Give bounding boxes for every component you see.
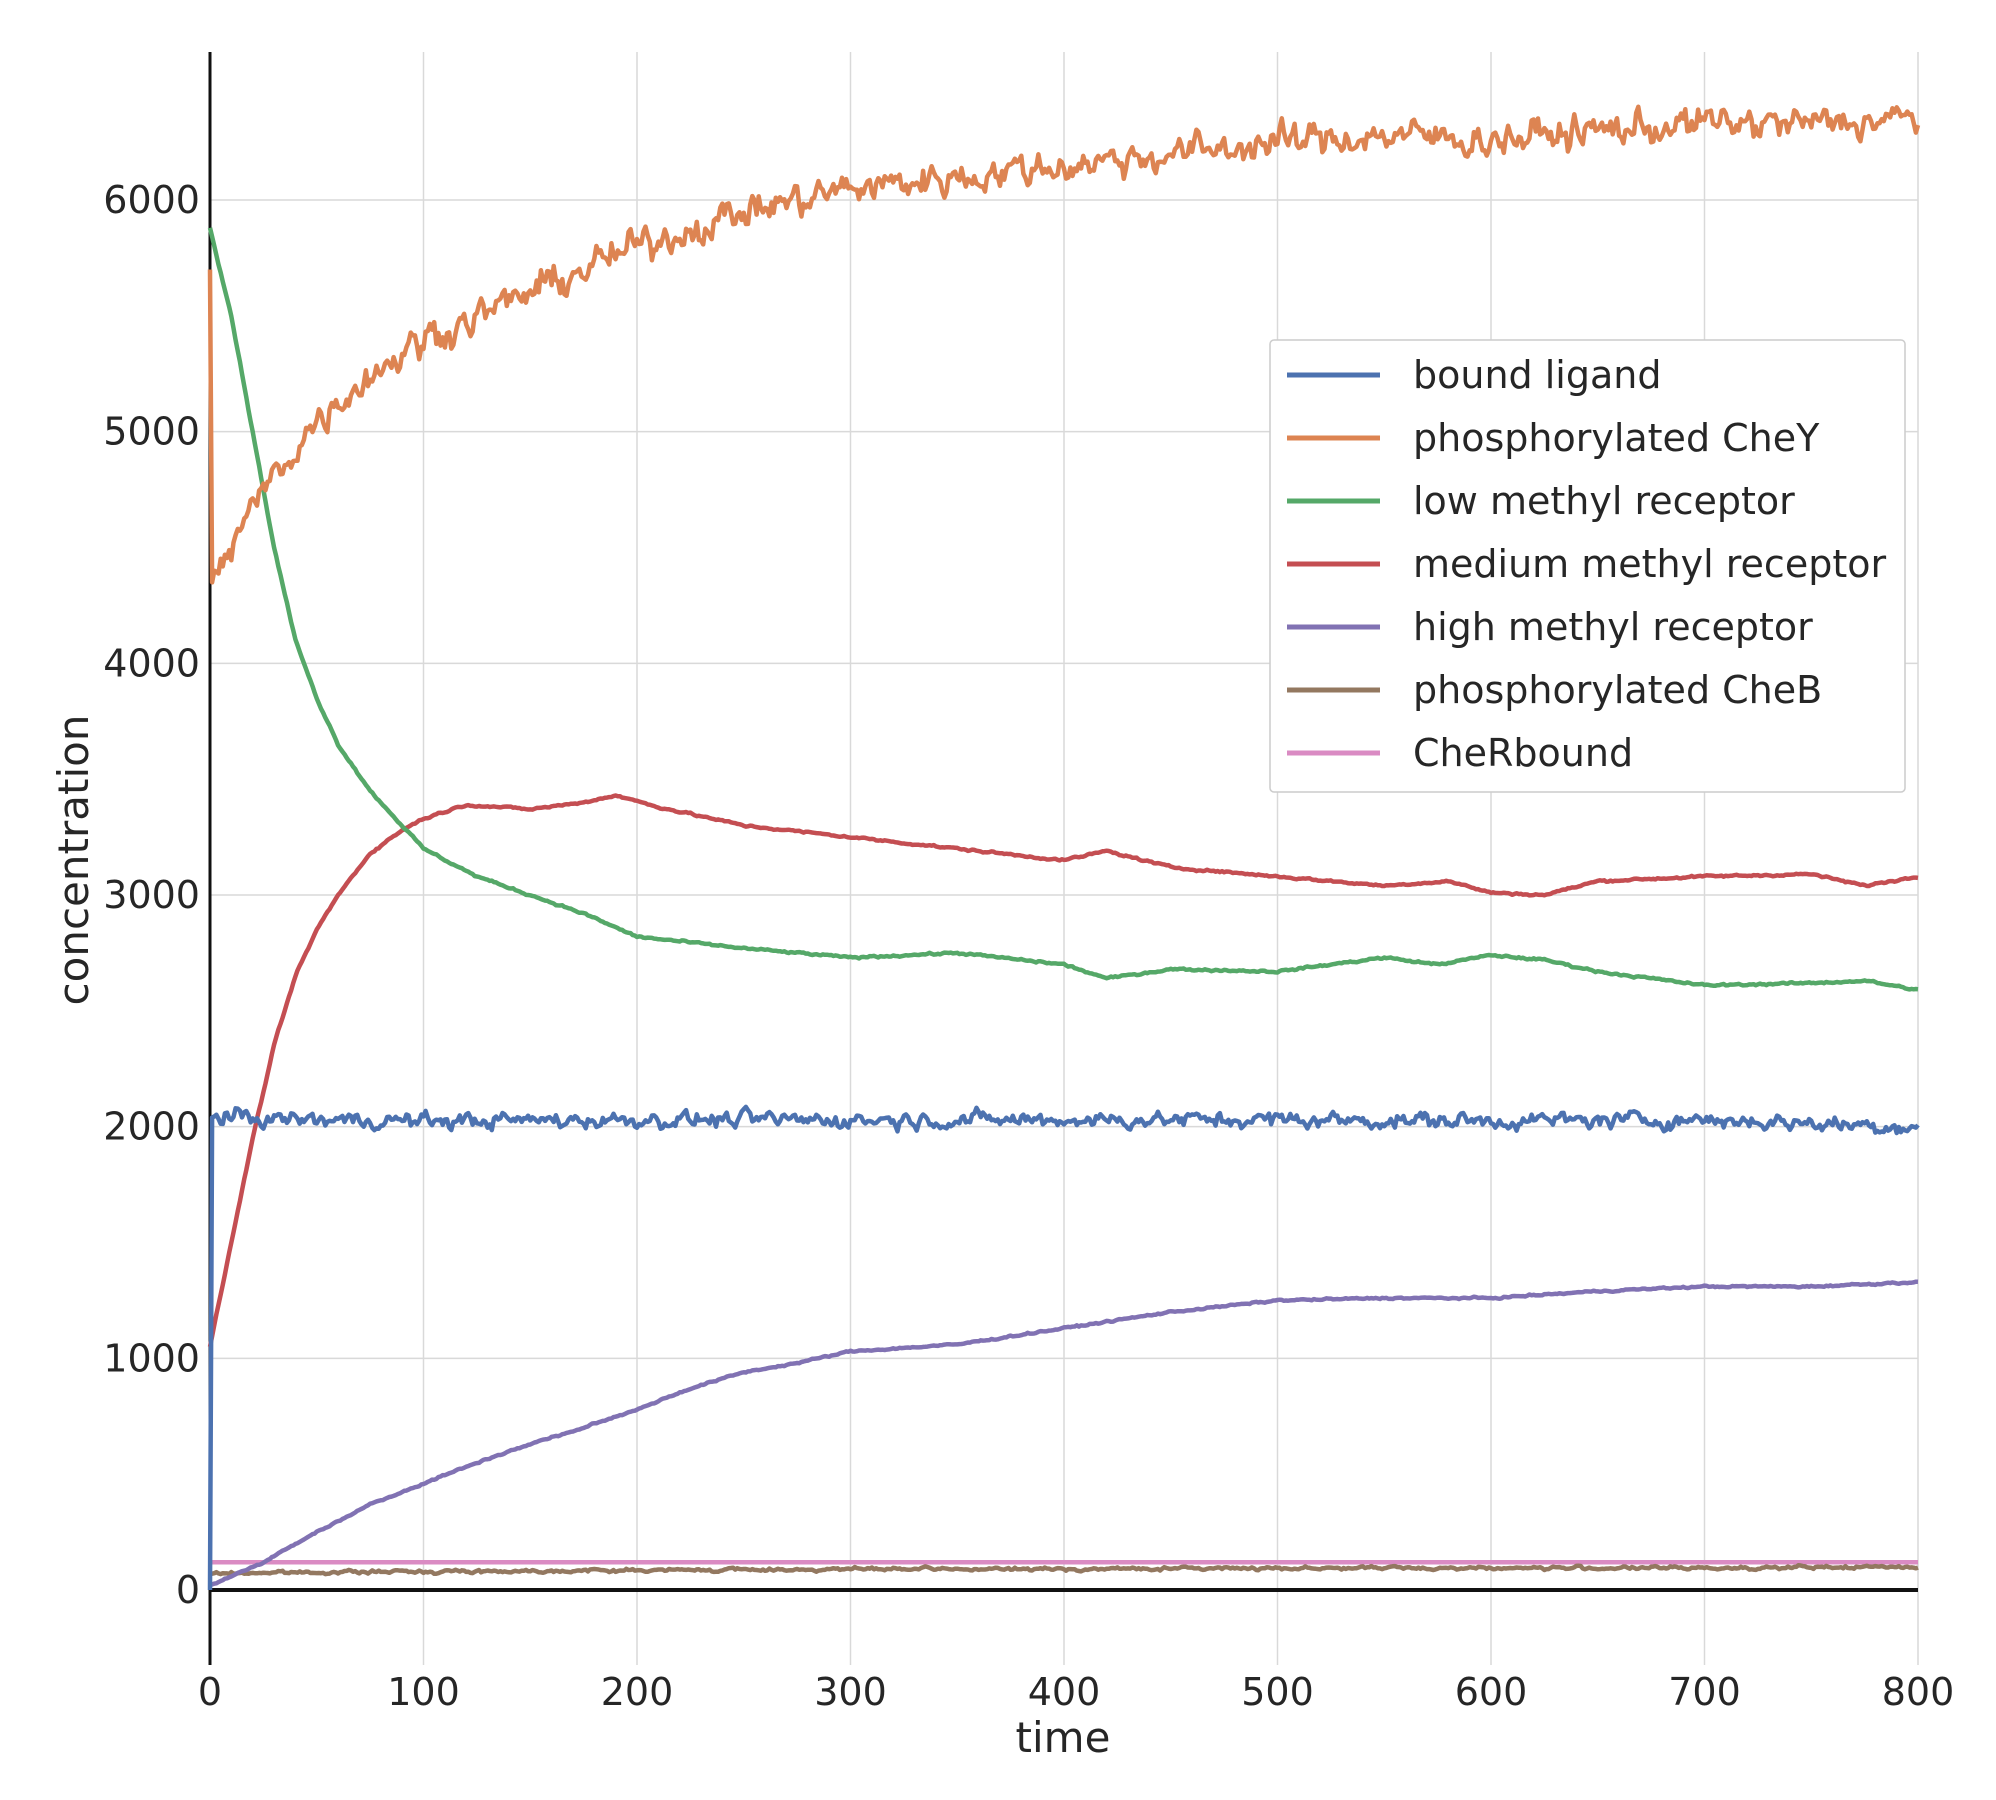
y-tick-label: 0 — [176, 1568, 200, 1612]
y-tick-label: 2000 — [103, 1105, 200, 1149]
y-tick-label: 1000 — [103, 1336, 200, 1380]
x-tick-label: 0 — [198, 1670, 222, 1714]
legend-entry: phosphorylated CheB — [1413, 668, 1822, 712]
tick-labels: 0 100 200 300 400 500 600 700 800 0 1000 2000 3000 40… — [103, 178, 1954, 1714]
legend: bound ligand phosphorylated CheY low methy… — [1269, 339, 1906, 793]
x-tick-label: 300 — [814, 1670, 887, 1714]
legend-entry: high methyl receptor — [1413, 605, 1813, 649]
x-tick-label: 500 — [1241, 1670, 1314, 1714]
series-line-4 — [209, 1279, 1919, 1588]
legend-entry: medium methyl receptor — [1413, 542, 1886, 586]
y-tick-label: 3000 — [103, 873, 200, 917]
legend-entry: phosphorylated CheY — [1413, 416, 1820, 460]
x-tick-label: 600 — [1455, 1670, 1528, 1714]
legend-entry: CheRbound — [1413, 731, 1633, 775]
y-axis-label: concentration — [49, 715, 98, 1006]
y-tick-label: 4000 — [103, 641, 200, 685]
x-tick-label: 700 — [1668, 1670, 1741, 1714]
x-tick-label: 800 — [1882, 1670, 1955, 1714]
y-tick-label: 6000 — [103, 178, 200, 222]
series-lines — [207, 104, 1921, 1591]
series-line-2 — [207, 227, 1919, 992]
legend-entry: low methyl receptor — [1413, 479, 1795, 523]
x-tick-label: 400 — [1028, 1670, 1101, 1714]
legend-box — [1269, 339, 1906, 793]
x-tick-label: 100 — [387, 1670, 460, 1714]
legend-entry: bound ligand — [1413, 353, 1661, 397]
series-line-1 — [207, 104, 1921, 585]
y-tick-label: 5000 — [103, 410, 200, 454]
series-line-5 — [209, 1562, 1919, 1577]
series-line-0 — [207, 1104, 1920, 1591]
x-tick-label: 200 — [601, 1670, 674, 1714]
x-axis-label: time — [1016, 1713, 1111, 1762]
series-line-3 — [207, 793, 1919, 1348]
